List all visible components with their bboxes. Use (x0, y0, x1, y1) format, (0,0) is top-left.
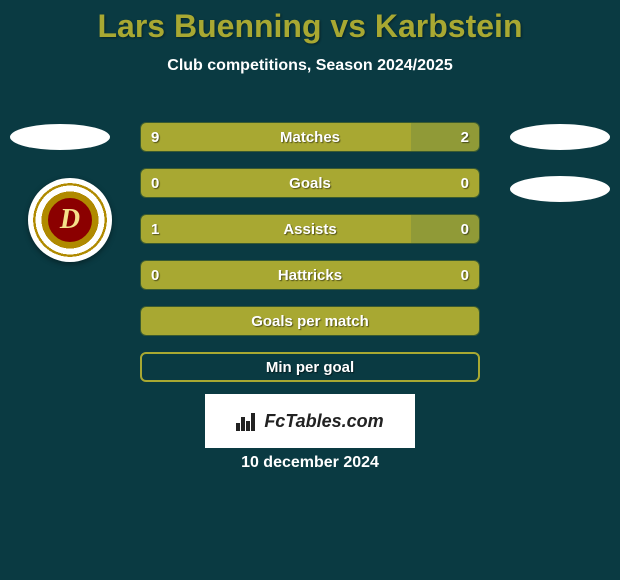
stat-label: Min per goal (142, 354, 478, 380)
player-photo-placeholder-right-1 (510, 124, 610, 150)
page-title: Lars Buenning vs Karbstein (0, 0, 620, 45)
stat-row-min-per-goal: Min per goal (140, 352, 480, 382)
stat-label: Goals (141, 169, 479, 197)
club-logo-letter: D (46, 196, 94, 244)
player-photo-placeholder-right-2 (510, 176, 610, 202)
player-photo-placeholder-left (10, 124, 110, 150)
stat-row-goals-per-match: Goals per match (140, 306, 480, 336)
stat-row-assists: 10Assists (140, 214, 480, 244)
footer-logo: FcTables.com (205, 394, 415, 448)
stat-label: Goals per match (141, 307, 479, 335)
stat-label: Matches (141, 123, 479, 151)
comparison-bars: 92Matches 00Goals 10Assists 00Hattricks Goal… (140, 122, 480, 398)
stat-row-goals: 00Goals (140, 168, 480, 198)
stat-label: Hattricks (141, 261, 479, 289)
club-logo: D (28, 178, 112, 262)
fctables-icon (236, 411, 258, 431)
stat-label: Assists (141, 215, 479, 243)
stat-row-hattricks: 00Hattricks (140, 260, 480, 290)
stat-row-matches: 92Matches (140, 122, 480, 152)
footer-logo-text: FcTables.com (264, 411, 383, 432)
page-subtitle: Club competitions, Season 2024/2025 (0, 57, 620, 75)
date-text: 10 december 2024 (0, 454, 620, 472)
